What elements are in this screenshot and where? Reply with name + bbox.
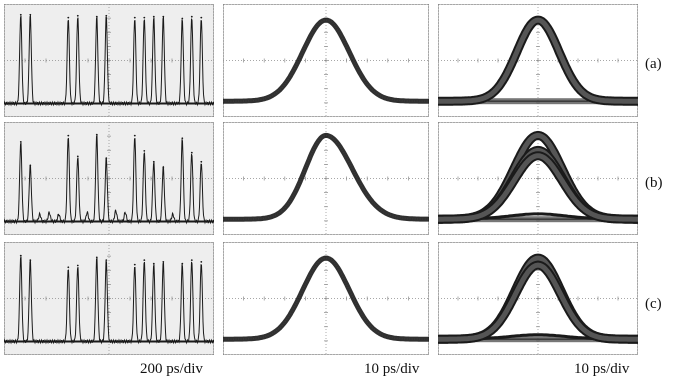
eye-diagram-panel-b <box>438 122 638 235</box>
single-pulse-panel-b <box>223 122 429 235</box>
pulse-peak <box>76 264 79 267</box>
graticule <box>223 4 429 117</box>
eye-diagram <box>438 15 638 106</box>
pulse-peak <box>162 261 165 263</box>
time-scale-label-train: 200 ps/div <box>140 361 203 377</box>
eye-diagram <box>438 253 638 344</box>
pulse-peak <box>67 134 70 137</box>
pulse-train <box>4 13 214 107</box>
pulse-peak <box>29 164 32 167</box>
pulse-peak <box>181 17 184 20</box>
pulse-peak <box>105 14 108 17</box>
eye-pulse-band <box>438 262 638 342</box>
row-label-a: (a) <box>645 56 662 72</box>
pulse-peak <box>190 259 193 261</box>
pulse-peak <box>133 134 136 137</box>
pulse-peak <box>19 141 22 143</box>
pulse-train-panel-b <box>4 122 214 235</box>
pulse-train <box>4 254 214 345</box>
eye-pulse-band <box>438 17 638 104</box>
pulse-peak <box>105 157 108 160</box>
eye-pulse-band <box>438 153 638 222</box>
pulse-peak <box>29 259 32 261</box>
pulse-peak <box>190 151 193 154</box>
pulse-peak <box>200 261 203 263</box>
pulse-noise <box>223 19 429 102</box>
pulse-peak <box>105 259 108 261</box>
pulse-peak <box>95 133 98 136</box>
pulse-noise <box>223 257 429 340</box>
pulse-peak <box>162 166 165 169</box>
pulse-peak <box>181 262 184 265</box>
pulse-peak <box>143 259 146 261</box>
eye-diagram-panel-a <box>438 4 638 117</box>
eye-diagram <box>438 130 638 224</box>
pulse-peak <box>76 14 79 17</box>
pulse-peak <box>181 137 184 140</box>
graticule <box>223 242 429 355</box>
single-pulse <box>223 17 429 104</box>
graticule <box>4 4 214 117</box>
pulse-peak <box>152 262 155 265</box>
pulse-peak <box>95 256 98 259</box>
single-pulse <box>223 255 429 342</box>
pulse-peak <box>67 266 70 269</box>
pulse-peak <box>190 15 193 18</box>
pulse-peak <box>29 13 32 16</box>
pulse-peak <box>200 160 203 163</box>
pulse-peak <box>152 15 155 18</box>
pulse-peak <box>133 263 136 266</box>
pulse-peak <box>143 16 146 19</box>
row-label-b: (b) <box>645 175 663 191</box>
pulse-peak <box>76 155 79 158</box>
pulse-peak <box>95 15 98 18</box>
pulse-peak <box>152 160 155 163</box>
pulse-peak <box>200 16 203 19</box>
time-scale-label-pulse: 10 ps/div <box>364 361 420 377</box>
time-scale-label-eye: 10 ps/div <box>574 361 630 377</box>
single-pulse-panel-a <box>223 4 429 117</box>
single-pulse <box>223 132 429 222</box>
pulse-peak <box>162 15 165 18</box>
pulse-peak <box>19 254 22 257</box>
pulse-trace <box>223 132 429 222</box>
pulse-train-panel-a <box>4 4 214 117</box>
pulse-train-panel-c <box>4 242 214 355</box>
eye-diagram-panel-c <box>438 242 638 355</box>
row-label-c: (c) <box>645 296 662 312</box>
single-pulse-panel-c <box>223 242 429 355</box>
pulse-peak <box>133 16 136 19</box>
pulse-peak <box>143 150 146 152</box>
pulse-peak <box>67 16 70 19</box>
pulse-train <box>4 133 214 225</box>
pulse-peak <box>19 13 22 16</box>
